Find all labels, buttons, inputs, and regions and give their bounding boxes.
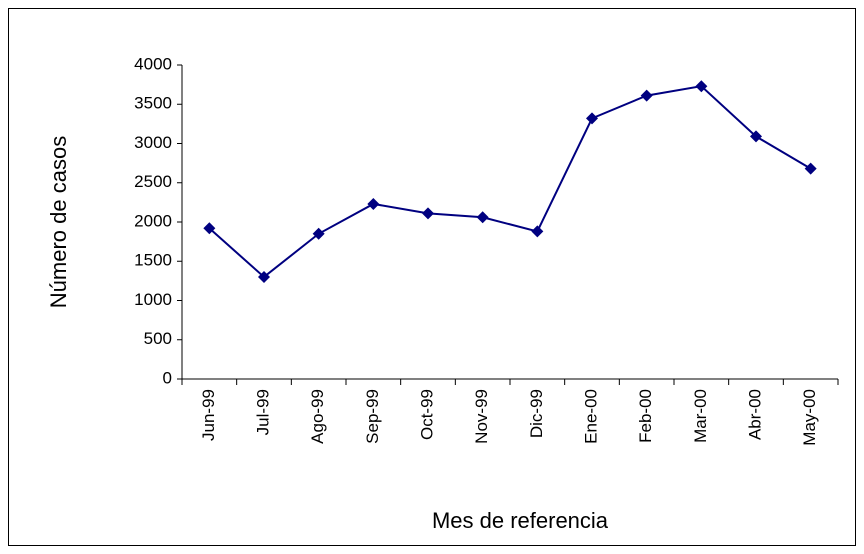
- data-marker: [531, 225, 544, 238]
- y-tick-label: 4000: [134, 54, 172, 73]
- x-tick-label: May-00: [800, 389, 819, 446]
- data-marker: [312, 227, 325, 240]
- x-tick-label: Sep-99: [363, 389, 382, 444]
- x-tick-label: Dic-99: [527, 389, 546, 438]
- x-tick-label: Jun-99: [199, 389, 218, 441]
- data-marker: [804, 162, 817, 175]
- data-marker: [203, 222, 216, 235]
- y-tick-label: 2500: [134, 172, 172, 191]
- data-line: [208, 85, 812, 279]
- data-marker: [695, 80, 708, 93]
- data-marker: [640, 89, 653, 102]
- x-tick-label: Jul-99: [253, 389, 272, 435]
- x-tick-label: Mar-00: [691, 389, 710, 443]
- y-tick-label: 2000: [134, 211, 172, 230]
- data-marker: [367, 197, 380, 210]
- y-tick-label: 500: [144, 329, 172, 348]
- y-tick-label: 1000: [134, 290, 172, 309]
- data-marker: [258, 270, 270, 283]
- x-tick-label: Nov-99: [472, 389, 491, 444]
- y-tick-label: 1500: [134, 251, 172, 270]
- data-marker: [750, 130, 762, 143]
- data-marker: [476, 211, 489, 224]
- y-tick-label: 0: [163, 368, 172, 387]
- data-marker: [586, 112, 598, 125]
- data-marker: [422, 207, 434, 220]
- y-tick-label: 3500: [134, 94, 172, 113]
- x-tick-label: Abr-00: [745, 389, 764, 440]
- x-tick-label: Ago-99: [308, 389, 327, 444]
- x-axis-label: Mes de referencia: [432, 508, 609, 533]
- chart-frame: [8, 8, 856, 546]
- y-axis-label: Número de casos: [46, 136, 71, 308]
- x-tick-label: Oct-99: [417, 389, 436, 440]
- x-tick-label: Feb-00: [636, 389, 655, 443]
- y-tick-label: 3000: [134, 133, 172, 152]
- x-tick-label: Ene-00: [581, 389, 600, 444]
